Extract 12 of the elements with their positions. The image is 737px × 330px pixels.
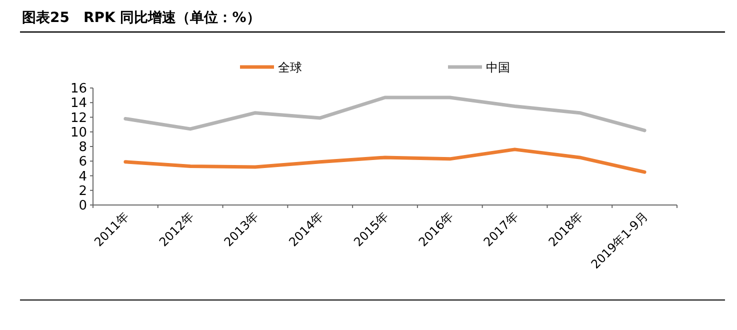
- ytick: 16: [70, 82, 87, 96]
- ytick: 2: [78, 184, 87, 199]
- ytick: 6: [78, 154, 87, 170]
- ytick: 12: [70, 110, 87, 126]
- legend-label: 中国: [486, 60, 510, 74]
- legend-label: 全球: [278, 60, 302, 74]
- title: 图表25 RPK 同比增速（单位：%）: [22, 10, 260, 26]
- ytick: 4: [78, 169, 87, 184]
- ytick: 14: [70, 96, 87, 112]
- ytick: 8: [78, 140, 87, 155]
- ytick: 10: [70, 125, 87, 140]
- ytick: 0: [78, 198, 87, 214]
